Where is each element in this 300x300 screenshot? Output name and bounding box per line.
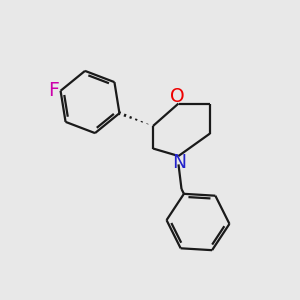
- Text: N: N: [172, 153, 187, 172]
- Text: F: F: [48, 81, 58, 100]
- Text: O: O: [170, 87, 185, 106]
